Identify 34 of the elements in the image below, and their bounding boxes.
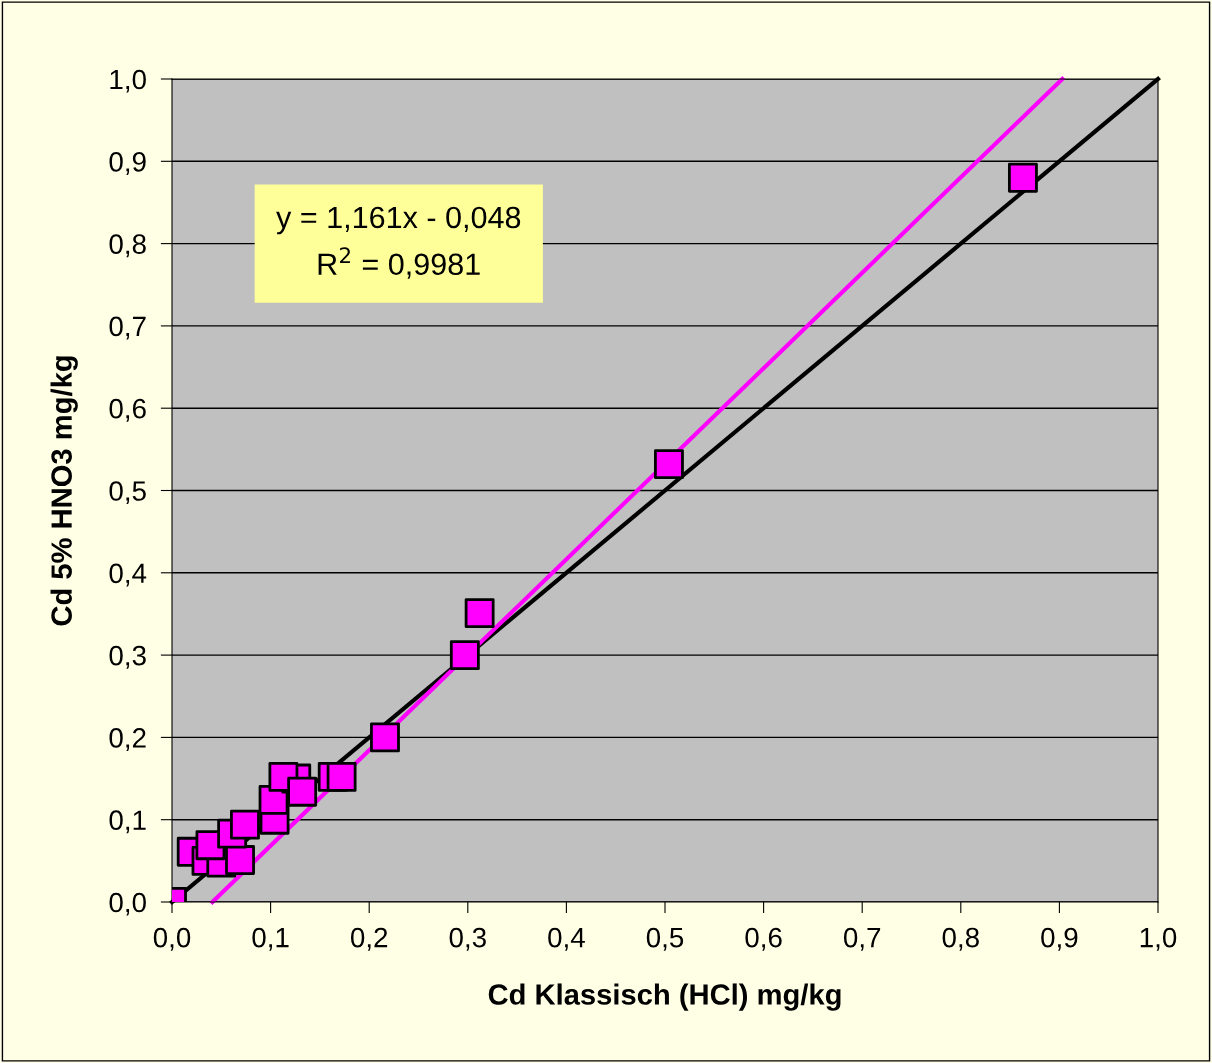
- y-axis-title: Cd 5% HNO3 mg/kg: [50, 356, 78, 626]
- y-tick-label: 0,8: [109, 234, 146, 258]
- x-tick-label: 0,3: [449, 927, 486, 951]
- point: [464, 598, 495, 629]
- y-tick-label: 0,9: [109, 151, 146, 175]
- x-tick-label: 0,2: [350, 927, 388, 951]
- point: [326, 761, 357, 792]
- point: [225, 845, 255, 875]
- x-tick-label: 1,0: [1140, 927, 1177, 951]
- y-tick-label: 0,2: [109, 728, 146, 752]
- x-axis-title: Cd Klassisch (HCl) mg/kg: [488, 983, 841, 1011]
- x-tick-label: 0,8: [942, 927, 979, 951]
- x-tick-label: 0,5: [646, 927, 684, 951]
- x-tick-label: 0,6: [745, 927, 782, 951]
- y-tick-label: 0,5: [109, 481, 146, 505]
- y-tick-label: 0,7: [109, 316, 146, 340]
- x-tick-label: 0,4: [548, 927, 585, 951]
- y-tick-label: 0,0: [109, 892, 146, 916]
- x-tick-label: 0,7: [843, 927, 881, 951]
- y-tick-label: 0,4: [109, 563, 147, 587]
- x-tick-label: 0,0: [153, 927, 191, 951]
- annotation: y = 1,161x - 0,048 R$^{2}$ = 0,9981: [276, 206, 521, 279]
- y-tick-label: 0,6: [109, 398, 146, 422]
- point: [449, 640, 480, 671]
- point: [370, 722, 400, 753]
- y-tick-label: 0,1: [109, 810, 146, 834]
- x-tick-label: 0,1: [252, 927, 289, 951]
- x-tick-label: 0,9: [1041, 927, 1078, 951]
- point: [1007, 162, 1038, 193]
- point: [654, 449, 684, 480]
- y-tick-label: 1,0: [110, 69, 146, 93]
- y-tick-label: 0,3: [109, 645, 146, 669]
- point: [287, 776, 318, 807]
- point: [230, 809, 260, 840]
